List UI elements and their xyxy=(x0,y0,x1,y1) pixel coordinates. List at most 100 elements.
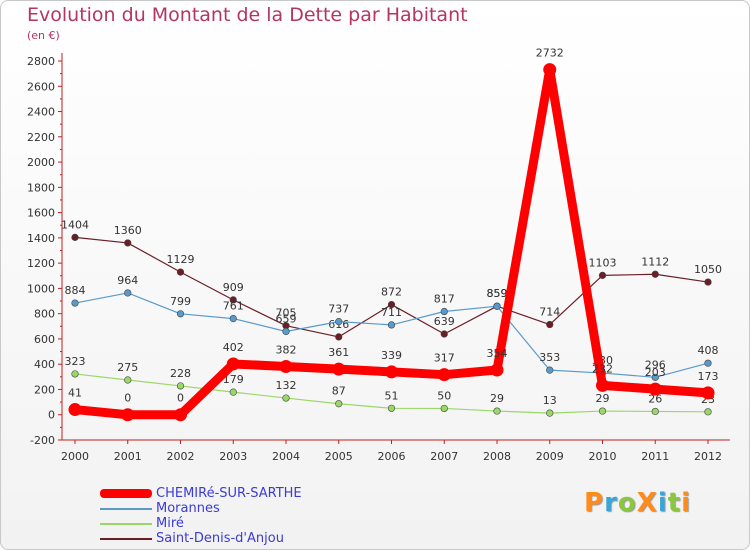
data-label-chemir-sur-sarthe: 361 xyxy=(328,346,349,359)
data-label-morannes: 659 xyxy=(276,312,297,325)
chart-title: Evolution du Montant de la Dette par Hab… xyxy=(27,4,468,26)
legend-swatch xyxy=(100,523,152,525)
data-label-saint-denis-d-anjou: 714 xyxy=(539,306,560,319)
data-point-saint-denis-d-anjou xyxy=(651,270,659,278)
data-point-morannes xyxy=(493,302,501,310)
data-point-morannes xyxy=(546,366,554,374)
y-tick-label: 0 xyxy=(48,409,55,422)
data-label-morannes: 296 xyxy=(645,358,666,371)
data-label-mir: 132 xyxy=(276,379,297,392)
data-point-morannes xyxy=(651,373,659,381)
y-tick-label: 400 xyxy=(34,358,55,371)
data-label-mir: 323 xyxy=(65,355,86,368)
data-label-morannes: 353 xyxy=(539,351,560,364)
data-label-chemir-sur-sarthe: 354 xyxy=(487,347,508,360)
data-point-saint-denis-d-anjou xyxy=(704,278,712,286)
y-tick-label: 1400 xyxy=(27,232,55,245)
x-tick-label: 2004 xyxy=(272,450,300,463)
data-label-saint-denis-d-anjou: 1103 xyxy=(589,256,617,269)
x-tick-label: 2001 xyxy=(114,450,142,463)
data-point-mir xyxy=(124,376,132,384)
data-point-mir xyxy=(387,404,396,412)
x-tick-label: 2012 xyxy=(694,450,722,463)
data-point-chemir-sur-sarthe xyxy=(596,378,609,392)
proxiti-logo: ProXiti xyxy=(584,488,692,518)
data-label-saint-denis-d-anjou: 859 xyxy=(487,287,508,300)
data-point-mir xyxy=(493,407,501,415)
series-line-chemir-sur-sarthe xyxy=(70,65,713,420)
x-tick-label: 2009 xyxy=(536,450,564,463)
x-tick-label: 2008 xyxy=(483,450,511,463)
data-label-morannes: 761 xyxy=(223,300,244,313)
data-label-mir: 275 xyxy=(117,361,138,374)
y-tick-label: 600 xyxy=(34,333,55,346)
data-label-mir: 87 xyxy=(332,385,346,398)
data-label-saint-denis-d-anjou: 872 xyxy=(381,286,402,299)
data-point-chemir-sur-sarthe xyxy=(543,63,557,77)
data-label-morannes: 711 xyxy=(381,306,402,319)
y-tick-label: 1600 xyxy=(27,207,55,220)
data-point-chemir-sur-sarthe xyxy=(490,363,504,377)
y-tick-label: 1000 xyxy=(27,282,55,295)
legend-swatch xyxy=(100,538,152,540)
y-tick-label: 2800 xyxy=(27,55,55,68)
data-label-mir: 26 xyxy=(648,392,662,405)
data-point-chemir-sur-sarthe xyxy=(332,362,346,376)
data-point-morannes xyxy=(229,314,237,323)
legend-swatch xyxy=(100,489,152,498)
data-point-morannes xyxy=(387,321,396,329)
y-tick-label: 2600 xyxy=(27,80,55,93)
x-tick-label: 2011 xyxy=(641,450,669,463)
x-tick-label: 2000 xyxy=(61,450,89,463)
data-label-mir: 228 xyxy=(170,367,191,380)
x-tick-label: 2007 xyxy=(430,450,458,463)
data-point-morannes xyxy=(282,327,290,336)
data-point-saint-denis-d-anjou xyxy=(546,320,554,329)
data-label-morannes: 817 xyxy=(434,293,455,306)
data-point-saint-denis-d-anjou xyxy=(335,333,343,341)
data-point-saint-denis-d-anjou xyxy=(440,330,448,338)
data-label-chemir-sur-sarthe: 402 xyxy=(223,341,244,354)
data-point-mir xyxy=(71,370,79,378)
data-label-saint-denis-d-anjou: 909 xyxy=(223,281,244,294)
legend-label: Saint-Denis-d'Anjou xyxy=(156,531,284,546)
data-point-chemir-sur-sarthe xyxy=(437,368,451,382)
data-label-chemir-sur-sarthe: 382 xyxy=(276,343,297,356)
data-point-morannes xyxy=(335,318,343,326)
data-label-chemir-sur-sarthe: 41 xyxy=(68,387,82,400)
data-label-chemir-sur-sarthe: 317 xyxy=(434,352,455,365)
data-point-chemir-sur-sarthe xyxy=(226,357,240,371)
data-point-chemir-sur-sarthe xyxy=(174,408,187,422)
data-label-mir: 13 xyxy=(543,394,557,407)
x-tick-label: 2006 xyxy=(378,450,406,463)
data-label-saint-denis-d-anjou: 1112 xyxy=(641,255,669,268)
data-label-morannes: 884 xyxy=(65,284,86,297)
data-point-chemir-sur-sarthe xyxy=(385,365,398,379)
data-point-chemir-sur-sarthe xyxy=(121,408,135,422)
data-point-mir xyxy=(704,408,712,416)
data-label-saint-denis-d-anjou: 1404 xyxy=(61,218,89,231)
data-label-morannes: 737 xyxy=(328,303,349,316)
data-label-chemir-sur-sarthe: 339 xyxy=(381,349,402,362)
data-label-chemir-sur-sarthe: 203 xyxy=(645,366,666,379)
data-label-saint-denis-d-anjou: 1360 xyxy=(114,224,142,237)
x-tick-label: 2002 xyxy=(167,450,195,463)
data-label-mir: 50 xyxy=(437,389,451,402)
x-tick-label: 2003 xyxy=(219,450,247,463)
y-tick-label: 1800 xyxy=(27,181,55,194)
y-tick-label: 2000 xyxy=(27,156,55,169)
legend-swatch xyxy=(100,508,152,510)
data-label-saint-denis-d-anjou: 705 xyxy=(276,307,297,320)
data-point-morannes xyxy=(704,359,712,367)
data-point-mir xyxy=(440,404,448,413)
chart-subtitle: (en €) xyxy=(27,29,60,42)
y-tick-label: 1200 xyxy=(27,257,55,270)
data-point-mir xyxy=(176,382,185,390)
data-label-chemir-sur-sarthe: 0 xyxy=(124,392,131,405)
data-point-morannes xyxy=(176,310,185,318)
data-label-mir: 179 xyxy=(223,373,244,386)
data-label-saint-denis-d-anjou: 1129 xyxy=(167,253,195,266)
legend-label: Morannes xyxy=(156,501,220,516)
data-point-mir xyxy=(229,388,237,396)
data-point-mir xyxy=(651,407,659,416)
